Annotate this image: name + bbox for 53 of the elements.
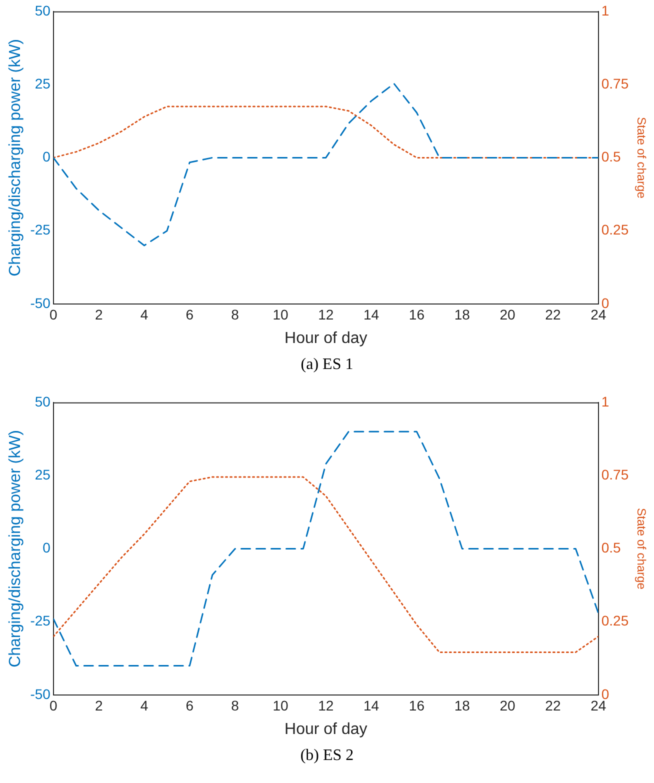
x-axis-title: Hour of day	[284, 330, 368, 347]
text: (b) ES 2	[299, 747, 355, 765]
x-tick-label: 14	[364, 697, 380, 714]
x-tick-label: 6	[186, 697, 194, 714]
y-tick-label: -50	[30, 686, 51, 702]
y-tick-label: 50	[34, 2, 51, 18]
y2-tick-label: 0.25	[601, 612, 629, 629]
x-tick-label: 20	[500, 306, 516, 322]
y-axis-title: Charging/discharging power (kW)	[7, 430, 24, 668]
x-tick-label: 20	[500, 697, 516, 714]
x-tick-label: 16	[408, 306, 425, 322]
x-tick-label: 12	[318, 697, 334, 714]
y2-tick-label: 0	[601, 686, 610, 702]
y-tick-label: -50	[30, 294, 51, 311]
x-tick-label: 12	[318, 306, 334, 322]
y-tick-label: -25	[30, 612, 51, 629]
y2-tick-label: 0	[601, 294, 610, 311]
x-tick-label: 8	[231, 306, 240, 322]
y-tick-label: -25	[30, 222, 51, 238]
y2-tick-label: 0.75	[601, 466, 629, 482]
x-tick-label: 22	[545, 697, 561, 714]
y-tick-label: 0	[42, 540, 51, 556]
x-tick-label: 16	[408, 697, 425, 714]
y2-tick-label: 0.25	[601, 222, 629, 238]
line-series	[53, 430, 598, 666]
x-tick-label: 10	[272, 697, 288, 714]
x-tick-label: 14	[364, 306, 380, 322]
y-tick-label: 25	[34, 466, 51, 482]
text: (a) ES 1	[300, 356, 354, 374]
y2-axis-title: State of charge	[634, 117, 648, 199]
x-tick-label: 8	[231, 697, 240, 714]
x-tick-label: 2	[94, 306, 103, 322]
y2-tick-label: 0.5	[601, 540, 622, 556]
y2-tick-label: 0.75	[601, 75, 629, 92]
y2-tick-label: 1	[601, 2, 610, 18]
y-tick-label: 50	[34, 393, 51, 410]
x-tick-label: 10	[272, 306, 288, 322]
y2-tick-label: 1	[601, 393, 610, 410]
x-tick-label: 18	[454, 697, 470, 714]
x-tick-label: 22	[545, 306, 561, 322]
x-tick-label: 4	[140, 697, 148, 714]
x-tick-label: 4	[140, 306, 148, 322]
x-axis-title: Hour of day	[284, 720, 368, 738]
y2-tick-label: 0.5	[601, 148, 622, 165]
y-axis-title: Charging/discharging power (kW)	[7, 38, 24, 276]
y2-axis-title: State of charge	[634, 508, 648, 590]
x-tick-label: 2	[94, 697, 103, 714]
line-series	[53, 476, 598, 654]
x-tick-label: 6	[186, 306, 194, 322]
y-tick-label: 25	[34, 75, 51, 92]
x-tick-label: 18	[454, 306, 470, 322]
y-tick-label: 0	[42, 148, 51, 165]
line-series	[53, 82, 598, 246]
